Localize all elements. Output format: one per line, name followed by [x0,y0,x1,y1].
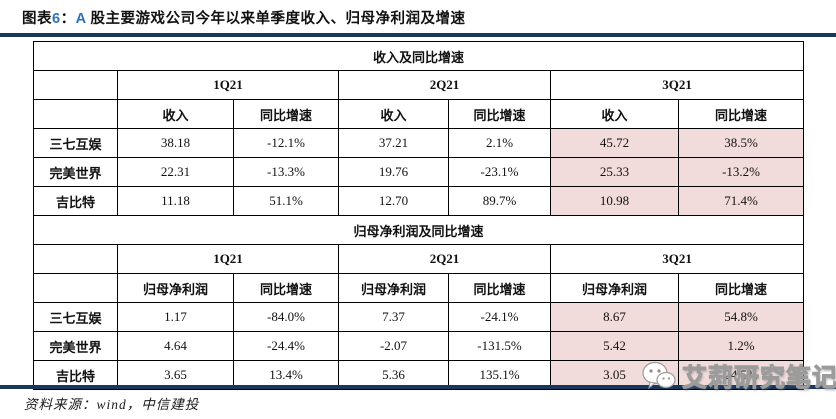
empty-cell [33,99,118,129]
title-text: 股主要游戏公司今年以来单季度收入、归母净利润及增速 [86,11,466,27]
top-divider-rule [0,33,836,37]
value-cell: 51.1% [233,186,339,216]
value-cell: 1.17 [117,302,234,332]
value-cell: -2.07 [338,331,449,361]
table-row: 吉比特 11.18 51.1% 12.70 89.7% 10.98 71.4% [33,186,805,216]
value-cell: 11.18 [117,186,234,216]
value-cell: 37.21 [338,128,449,158]
column-header: 同比增速 [233,273,339,303]
table-row: 完美世界 22.31 -13.3% 19.76 -23.1% 25.33 -13… [33,157,805,187]
quarter-header: 3Q21 [549,244,805,274]
column-header: 归母净利润 [550,273,679,303]
figure-number: 6 [52,11,61,27]
column-header: 同比增速 [448,99,551,129]
value-cell: -23.1% [448,157,551,187]
value-cell-highlight: 1.2% [677,331,805,361]
column-header: 同比增速 [448,273,551,303]
column-header: 同比增速 [677,273,805,303]
value-cell-highlight: 54.8% [677,302,805,332]
figure-colon: ： [60,11,76,27]
value-cell: -24.1% [448,302,551,332]
column-header: 归母净利润 [117,273,234,303]
section2-header-row: 归母净利润及同比增速 [32,215,805,245]
value-cell: 19.76 [338,157,449,187]
value-cell: 4.64 [117,331,234,361]
value-cell: -24.4% [233,331,339,361]
section1-header-row: 收入及同比增速 [32,41,805,71]
table-row: 三七互娱 1.17 -84.0% 7.37 -24.1% 8.67 54.8% [33,302,805,332]
value-cell: -131.5% [448,331,551,361]
company-cell: 完美世界 [33,157,118,187]
column-header: 收入 [550,99,679,129]
value-cell-highlight: -13.2% [677,157,805,187]
company-cell: 三七互娱 [33,128,118,158]
value-cell: 22.31 [117,157,234,187]
bottom-divider-rule [0,385,836,389]
value-cell: 38.18 [117,128,234,158]
column-header: 同比增速 [233,99,339,129]
section-header: 收入及同比增速 [32,41,805,71]
value-cell: -12.1% [233,128,339,158]
stock-letter: A [75,11,87,27]
section2-quarter-row: 1Q21 2Q21 3Q21 [33,244,805,274]
column-header: 归母净利润 [338,273,449,303]
quarter-header: 1Q21 [117,70,339,100]
quarter-header: 1Q21 [117,244,339,274]
value-cell: -84.0% [233,302,339,332]
table-row: 三七互娱 38.18 -12.1% 37.21 2.1% 45.72 38.5% [33,128,805,158]
value-cell: -13.3% [233,157,339,187]
value-cell-highlight: 71.4% [677,186,805,216]
quarter-header: 2Q21 [338,244,551,274]
column-header: 收入 [338,99,449,129]
page-title: 图表6：A 股主要游戏公司今年以来单季度收入、归母净利润及增速 [22,7,466,28]
column-header: 同比增速 [677,99,805,129]
value-cell: 12.70 [338,186,449,216]
empty-cell [33,70,118,100]
value-cell: 2.1% [448,128,551,158]
source-note: 资料来源：wind，中信建投 [24,397,200,412]
company-cell: 三七互娱 [33,302,118,332]
company-cell: 吉比特 [33,186,118,216]
value-cell-highlight: 10.98 [550,186,679,216]
empty-cell [33,273,118,303]
value-cell-highlight: 45.72 [550,128,679,158]
quarter-header: 3Q21 [549,70,805,100]
value-cell: 89.7% [448,186,551,216]
value-cell-highlight: 8.67 [550,302,679,332]
section1-subheader-row: 收入 同比增速 收入 同比增速 收入 同比增速 [33,99,805,129]
value-cell-highlight: 5.42 [550,331,679,361]
company-cell: 完美世界 [33,331,118,361]
column-header: 收入 [117,99,234,129]
figure-label-cn: 图表 [22,11,52,27]
section2-subheader-row: 归母净利润 同比增速 归母净利润 同比增速 归母净利润 同比增速 [33,273,805,303]
section1-quarter-row: 1Q21 2Q21 3Q21 [33,70,805,100]
table-row: 完美世界 4.64 -24.4% -2.07 -131.5% 5.42 1.2% [33,331,805,361]
value-cell-highlight: 38.5% [677,128,805,158]
data-table: 收入及同比增速 1Q21 2Q21 3Q21 收入 同比增速 收入 同比增速 收… [32,41,805,390]
quarter-header: 2Q21 [338,70,551,100]
section-header: 归母净利润及同比增速 [32,215,805,245]
empty-cell [33,244,118,274]
value-cell-highlight: 25.33 [550,157,679,187]
value-cell: 7.37 [338,302,449,332]
